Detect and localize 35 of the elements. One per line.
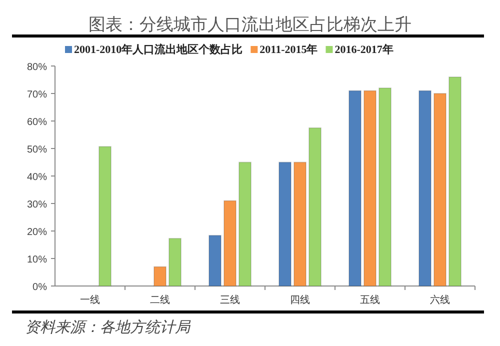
y-tick-label: 80% (26, 62, 48, 73)
y-tick-label: 70% (26, 90, 48, 100)
y-tick-label: 10% (26, 254, 48, 266)
bar (154, 266, 166, 286)
legend-label: 2011-2015年 (260, 43, 318, 56)
legend-label: 2001-2010年人口流出地区个数占比 (74, 43, 243, 56)
y-tick-label: 40% (26, 172, 48, 183)
bar (448, 76, 462, 286)
x-tick-label: 五线 (360, 294, 380, 306)
bar (434, 93, 446, 286)
bar (364, 90, 376, 286)
chart-title: 图表：分线城市人口流出地区占比梯次上升 (88, 15, 412, 34)
x-tick-label: 六线 (430, 294, 450, 306)
x-tick-label: 一线 (80, 294, 100, 306)
x-tick-label: 二线 (150, 294, 170, 306)
bar (418, 90, 432, 286)
bar (378, 88, 392, 286)
bar (278, 162, 292, 286)
bar (308, 127, 322, 286)
bar (208, 234, 222, 286)
bar (238, 162, 252, 286)
bar (98, 146, 112, 286)
x-tick-label: 三线 (220, 294, 240, 306)
bar (224, 200, 236, 286)
y-tick-label: 60% (26, 117, 48, 128)
legend-label: 2016-2017年 (334, 43, 394, 56)
y-tick-label: 20% (26, 227, 48, 238)
y-tick-label: 30% (26, 200, 48, 210)
bar (168, 238, 182, 286)
y-tick-label: 0% (32, 282, 48, 293)
text: 资料来源：各地方统计局 (25, 319, 191, 336)
x-tick-label: 四线 (290, 294, 310, 306)
y-tick-label: 50% (26, 144, 48, 156)
bar (348, 90, 362, 286)
bar (294, 162, 306, 286)
